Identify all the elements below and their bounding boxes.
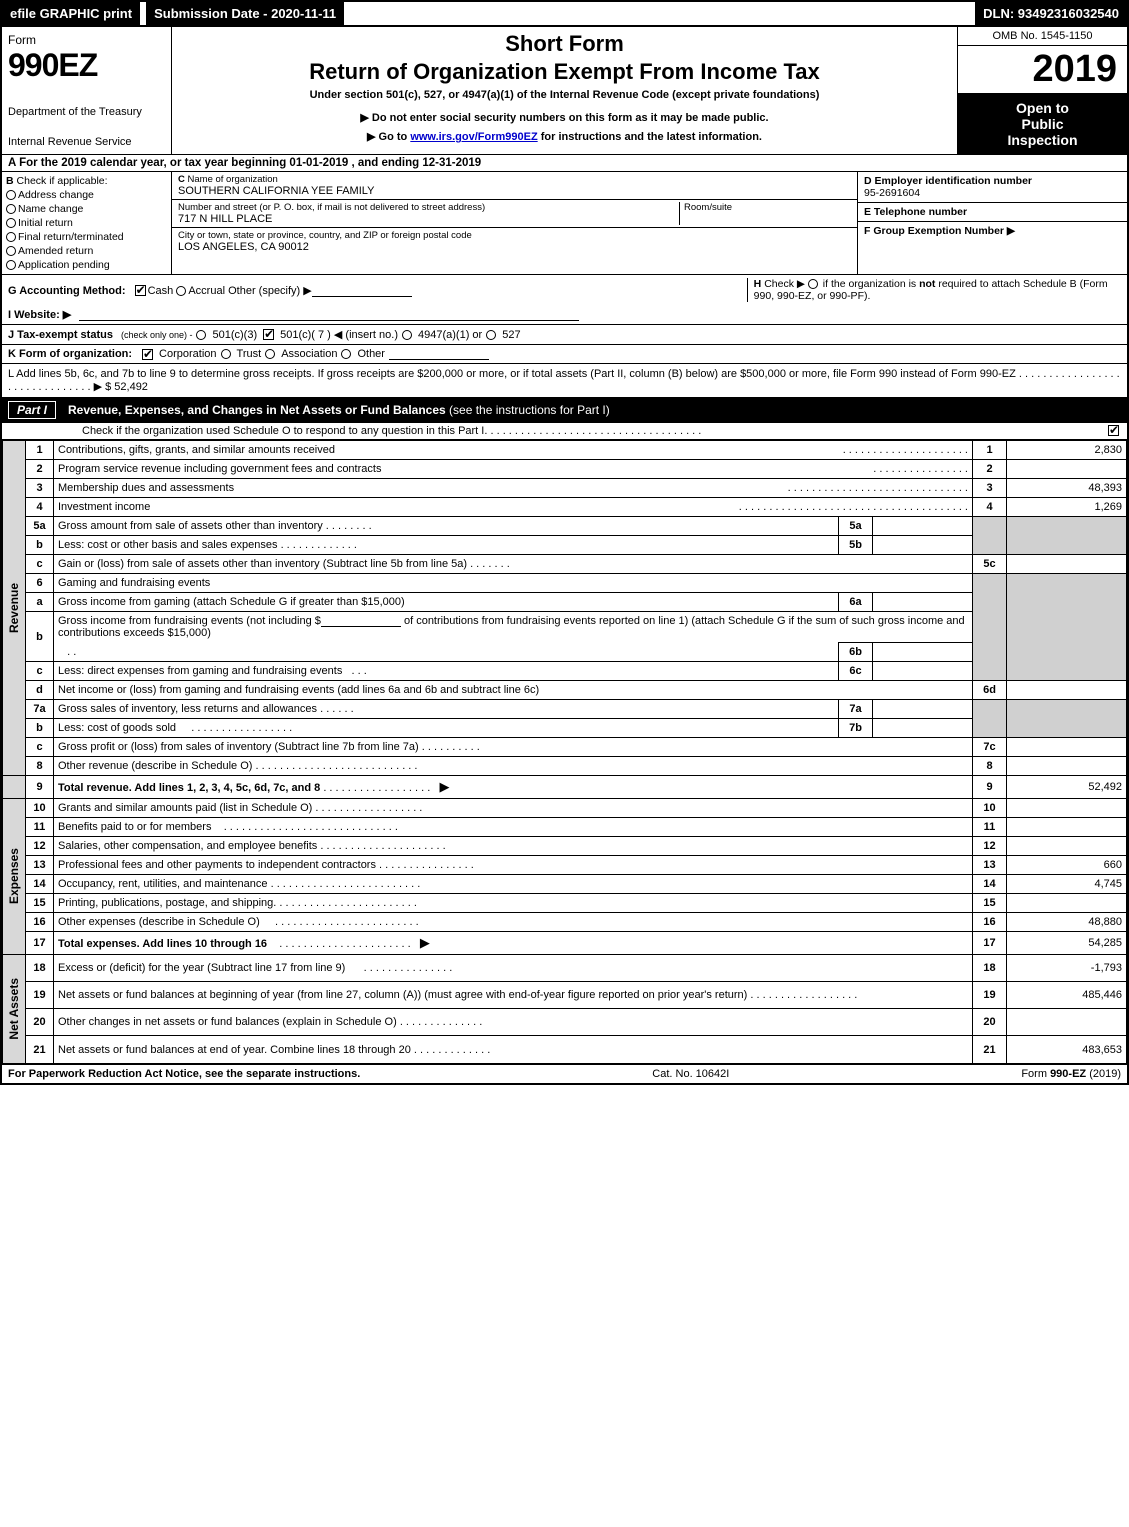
checkbox-schedule-b-not-required[interactable] (808, 279, 818, 289)
form-word: Form (8, 33, 165, 47)
checkbox-application-pending[interactable] (6, 260, 16, 270)
irs-link[interactable]: www.irs.gov/Form990EZ (410, 131, 537, 143)
submission-date: Submission Date - 2020-11-11 (146, 2, 344, 25)
checkbox-accrual[interactable] (176, 286, 186, 296)
checkbox-4947a1[interactable] (402, 330, 412, 340)
instructions-link-line: ▶ Go to www.irs.gov/Form990EZ for instru… (178, 130, 951, 143)
form-number: 990EZ (8, 47, 165, 84)
form-id-block: Form 990EZ Department of the Treasury In… (2, 27, 172, 154)
part-1-table: Revenue 1Contributions, gifts, grants, a… (2, 440, 1127, 1064)
line-3-amount: 48,393 (1007, 479, 1127, 498)
form-title-block: Short Form Return of Organization Exempt… (172, 27, 957, 154)
org-name: SOUTHERN CALIFORNIA YEE FAMILY (178, 185, 851, 197)
expenses-section-label: Expenses (7, 828, 21, 924)
line-16-amount: 48,880 (1007, 913, 1127, 932)
part-1-header: Part I Revenue, Expenses, and Changes in… (2, 398, 1127, 423)
other-method-input[interactable] (312, 285, 412, 297)
checkbox-initial-return[interactable] (6, 218, 16, 228)
ssn-notice: ▶ Do not enter social security numbers o… (178, 111, 951, 124)
line-1-amount: 2,830 (1007, 441, 1127, 460)
website-input[interactable] (79, 309, 579, 321)
section-def: D Employer identification number 95-2691… (857, 172, 1127, 274)
ein: 95-2691604 (864, 187, 1121, 199)
line-a-tax-year: A For the 2019 calendar year, or tax yea… (2, 155, 1127, 172)
line-21-amount: 483,653 (1007, 1036, 1127, 1063)
tax-year: 2019 (958, 46, 1127, 94)
revenue-section-label: Revenue (7, 563, 21, 653)
page-footer: For Paperwork Reduction Act Notice, see … (2, 1064, 1127, 1083)
checkbox-cash[interactable] (135, 285, 146, 296)
form-subtitle: Under section 501(c), 527, or 4947(a)(1)… (178, 89, 951, 101)
checkbox-corporation[interactable] (142, 349, 153, 360)
header-right: OMB No. 1545-1150 2019 Open to Public In… (957, 27, 1127, 154)
checkbox-527[interactable] (486, 330, 496, 340)
checkbox-address-change[interactable] (6, 190, 16, 200)
checkbox-501c3[interactable] (196, 330, 206, 340)
efile-print-label[interactable]: efile GRAPHIC print (2, 2, 140, 25)
checkbox-501c[interactable] (263, 329, 274, 340)
checkbox-schedule-o-used[interactable] (1108, 425, 1119, 436)
form-title: Return of Organization Exempt From Incom… (178, 59, 951, 85)
checkbox-trust[interactable] (221, 349, 231, 359)
line-19-amount: 485,446 (1007, 982, 1127, 1009)
checkbox-association[interactable] (265, 349, 275, 359)
top-bar: efile GRAPHIC print Submission Date - 20… (2, 2, 1127, 27)
short-form-label: Short Form (178, 31, 951, 57)
total-expenses: 54,285 (1007, 932, 1127, 955)
dln: DLN: 93492316032540 (975, 2, 1127, 25)
gross-receipts: $ 52,492 (105, 381, 148, 393)
line-18-amount: -1,793 (1007, 955, 1127, 982)
open-public-inspection: Open to Public Inspection (958, 94, 1127, 154)
org-city: LOS ANGELES, CA 90012 (178, 241, 851, 253)
section-c: C Name of organization SOUTHERN CALIFORN… (172, 172, 857, 274)
line-l: L Add lines 5b, 6c, and 7b to line 9 to … (2, 364, 1127, 398)
checkbox-name-change[interactable] (6, 204, 16, 214)
total-revenue: 52,492 (1007, 776, 1127, 799)
line-4-amount: 1,269 (1007, 498, 1127, 517)
other-org-input[interactable] (389, 348, 489, 360)
net-assets-section-label: Net Assets (7, 958, 21, 1060)
org-address: 717 N HILL PLACE (178, 213, 679, 225)
checkbox-other-org[interactable] (341, 349, 351, 359)
fundraising-contrib-input[interactable] (321, 615, 401, 627)
irs-label: Internal Revenue Service (8, 136, 165, 148)
line-13-amount: 660 (1007, 856, 1127, 875)
dept-treasury: Department of the Treasury (8, 106, 165, 118)
checkbox-amended-return[interactable] (6, 246, 16, 256)
omb-number: OMB No. 1545-1150 (958, 27, 1127, 46)
line-14-amount: 4,745 (1007, 875, 1127, 894)
checkbox-final-return[interactable] (6, 232, 16, 242)
section-b: B Check if applicable: Address change Na… (2, 172, 172, 274)
